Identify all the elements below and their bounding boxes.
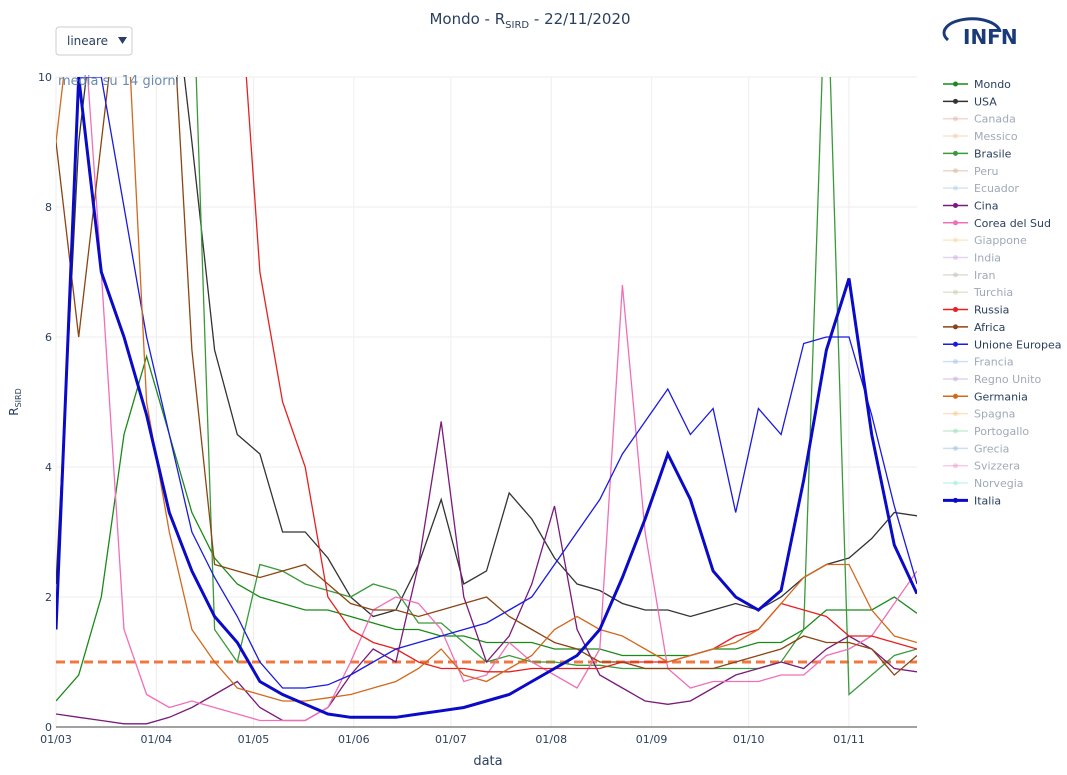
y-tick-label: 4 (45, 461, 52, 474)
legend-label[interactable]: Messico (974, 130, 1018, 143)
legend-marker (953, 98, 958, 104)
legend-label[interactable]: Spagna (974, 408, 1015, 421)
logo-swoosh (942, 17, 1002, 42)
legend-marker (953, 272, 958, 278)
legend-label[interactable]: Africa (974, 321, 1005, 334)
annotation: media su 14 giorni (58, 74, 179, 89)
scale-dropdown-label: lineare (67, 34, 108, 48)
legend-label[interactable]: Francia (974, 356, 1014, 369)
legend-label[interactable]: Germania (974, 390, 1028, 403)
legend-label[interactable]: Canada (974, 113, 1016, 126)
legend-marker (953, 428, 958, 434)
legend-label[interactable]: Portogallo (974, 425, 1029, 438)
title-main: Mondo - R (429, 10, 505, 28)
y-label-main: R (7, 407, 21, 415)
y-tick-label: 8 (45, 201, 52, 214)
y-tick-label: 6 (45, 331, 52, 344)
legend-marker (953, 237, 958, 243)
legend-label[interactable]: Iran (974, 269, 996, 282)
x-tick-label: 01/05 (238, 733, 270, 746)
series-line (56, 77, 917, 722)
y-tick-label: 10 (38, 71, 52, 84)
legend-marker (953, 220, 958, 226)
legend-label[interactable]: Peru (974, 165, 999, 178)
plot (56, 77, 917, 725)
legend-label[interactable]: Svizzera (974, 460, 1020, 473)
legend-marker (953, 185, 958, 191)
x-tick-label: 01/03 (40, 733, 72, 746)
title-rest: - 22/11/2020 (529, 10, 630, 28)
series-line (56, 77, 917, 618)
legend-label[interactable]: USA (974, 95, 997, 108)
y-tick-label: 0 (45, 721, 52, 734)
legend-marker (953, 324, 958, 330)
legend-marker (953, 393, 958, 399)
series-line (56, 77, 917, 676)
y-axis-label: RSIRD (7, 388, 23, 416)
legend-marker (953, 376, 958, 382)
x-tick-label: 01/04 (140, 733, 172, 746)
legend-label[interactable]: Mondo (974, 78, 1011, 91)
legend-marker (953, 289, 958, 295)
x-tick-label: 01/10 (733, 733, 765, 746)
chart-title: Mondo - RSIRD - 22/11/2020 (429, 10, 630, 31)
logo: INFN (963, 25, 1018, 49)
legend-marker (953, 463, 958, 469)
legend-label[interactable]: Unione Europea (974, 338, 1061, 351)
legend-marker (953, 480, 958, 486)
legend-label[interactable]: Grecia (974, 442, 1009, 455)
legend-marker (953, 168, 958, 174)
legend-label[interactable]: Regno Unito (974, 373, 1041, 386)
legend-marker (953, 307, 958, 313)
legend-label[interactable]: Cina (974, 199, 998, 212)
legend-marker (953, 202, 958, 208)
x-tick-label: 01/11 (833, 733, 865, 746)
legend-label[interactable]: Brasile (974, 147, 1012, 160)
y-tick-label: 2 (45, 591, 52, 604)
y-label-sub: SIRD (14, 388, 23, 407)
legend-marker (953, 341, 958, 347)
series-line (56, 354, 917, 702)
legend-marker (953, 150, 958, 156)
x-tick-label: 01/07 (435, 733, 467, 746)
x-axis-label: data (473, 754, 502, 769)
scale-dropdown[interactable] (55, 26, 133, 56)
legend-label[interactable]: India (974, 252, 1001, 265)
legend-marker (953, 133, 958, 139)
legend-marker (953, 445, 958, 451)
legend-marker (953, 411, 958, 417)
legend-label[interactable]: Ecuador (974, 182, 1019, 195)
legend-label[interactable]: Turchia (973, 286, 1013, 299)
legend-marker (953, 116, 958, 122)
x-tick-label: 01/08 (535, 733, 567, 746)
series-line (78, 77, 917, 689)
legend-label[interactable]: Corea del Sud (974, 217, 1051, 230)
legend-marker (953, 497, 958, 503)
x-tick-label: 01/06 (338, 733, 370, 746)
series-line (56, 77, 917, 702)
legend-label[interactable]: Russia (974, 304, 1009, 317)
x-tick-label: 01/09 (636, 733, 668, 746)
legend-label[interactable]: Giappone (974, 234, 1027, 247)
dropdown-arrow (118, 37, 127, 44)
title-sub: SIRD (505, 20, 529, 31)
legend-marker (953, 81, 958, 87)
legend-label[interactable]: Norvegia (974, 477, 1024, 490)
legend-marker (953, 255, 958, 260)
series-line (56, 77, 917, 719)
legend-label[interactable]: Italia (974, 494, 1001, 507)
legend-marker (953, 359, 958, 365)
